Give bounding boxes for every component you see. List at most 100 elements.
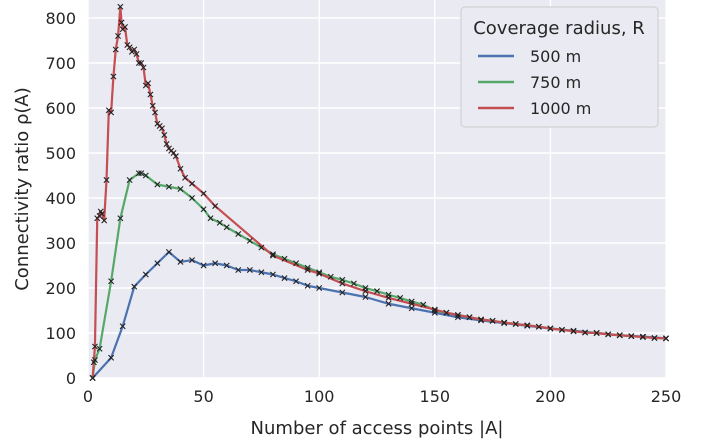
marker-stroke [189,180,196,187]
marker-stroke [189,257,196,264]
marker-stroke [212,203,219,210]
marker-stroke [98,210,105,217]
data-point-marker [339,289,346,296]
marker-stroke [131,46,138,53]
marker-stroke [547,325,554,332]
marker-stroke [90,359,97,366]
data-point-marker [651,334,658,341]
marker-stroke [154,181,161,188]
marker-stroke [165,249,172,255]
data-point-marker [170,150,177,156]
marker-stroke [316,285,323,291]
data-point-marker [138,170,145,177]
marker-stroke [327,273,334,280]
marker-stroke [570,328,577,335]
data-point-marker [639,334,646,341]
legend-box [460,6,659,128]
x-tick-label: 250 [651,387,682,406]
data-point-marker [212,260,219,267]
marker-stroke [212,260,219,267]
data-point-marker [161,132,168,138]
marker-stroke [154,260,161,267]
marker-stroke [112,46,119,53]
data-point-marker [304,282,311,289]
data-point-marker [616,332,623,339]
data-point-marker [207,215,214,222]
marker-stroke [246,267,253,273]
data-point-marker [163,141,170,147]
marker-stroke [258,244,265,251]
data-point-marker [200,206,207,213]
marker-stroke [408,298,415,305]
data-point-marker [431,306,438,313]
data-point-marker [408,300,415,307]
marker-stroke [170,150,177,156]
data-point-marker [258,244,265,251]
data-point-marker [374,288,380,295]
marker-stroke [235,267,242,273]
marker-stroke [207,215,214,222]
data-point-marker [454,314,461,321]
marker-stroke [605,331,612,338]
data-point-marker [281,255,288,262]
marker-stroke [200,262,207,269]
data-point-marker [269,252,276,259]
data-point-marker [96,345,103,352]
data-point-marker [547,325,554,332]
data-point-marker [235,267,242,273]
data-point-marker [145,80,152,87]
marker-stroke [152,109,159,116]
marker-stroke [126,177,133,183]
marker-stroke [165,183,172,190]
marker-stroke [223,224,230,231]
data-point-marker [362,294,369,300]
marker-stroke [149,102,156,109]
data-point-marker [133,51,140,57]
x-tick-label: 100 [304,387,335,406]
data-point-marker [108,109,115,116]
y-tick-label: 500 [45,144,76,163]
marker-stroke [501,319,508,326]
marker-stroke [126,44,133,51]
marker-stroke [616,332,623,339]
marker-stroke [235,231,242,237]
marker-stroke [316,269,323,276]
data-point-marker [269,271,276,278]
marker-stroke [91,343,98,350]
data-point-marker [316,269,323,276]
marker-stroke [200,190,207,197]
data-point-marker [524,322,531,329]
y-tick-label: 800 [45,9,76,28]
marker-stroke [385,300,392,307]
data-point-marker [212,203,219,210]
legend-label: 500 m [530,47,581,66]
data-point-marker [140,64,147,71]
marker-stroke [466,314,473,321]
data-point-marker [512,321,519,327]
data-point-marker [189,195,196,201]
y-tick-label: 300 [45,234,76,253]
marker-stroke [119,323,126,330]
marker-stroke [135,60,142,66]
data-point-marker [535,323,542,330]
marker-stroke [142,172,149,179]
marker-stroke [97,208,104,215]
data-point-marker [200,262,207,269]
data-point-marker [223,224,230,231]
data-point-marker [165,249,172,255]
marker-stroke [177,258,184,265]
data-point-marker [152,109,159,116]
marker-stroke [115,33,122,39]
marker-stroke [138,60,145,66]
data-point-marker [189,257,196,264]
marker-stroke [408,305,415,312]
y-tick-label: 700 [45,54,76,73]
marker-stroke [135,170,142,177]
marker-stroke [182,174,189,181]
grid [87,0,667,379]
data-point-marker [478,316,485,323]
y-tick-label: 100 [45,324,76,343]
data-point-marker [316,285,323,291]
marker-stroke [362,288,369,295]
